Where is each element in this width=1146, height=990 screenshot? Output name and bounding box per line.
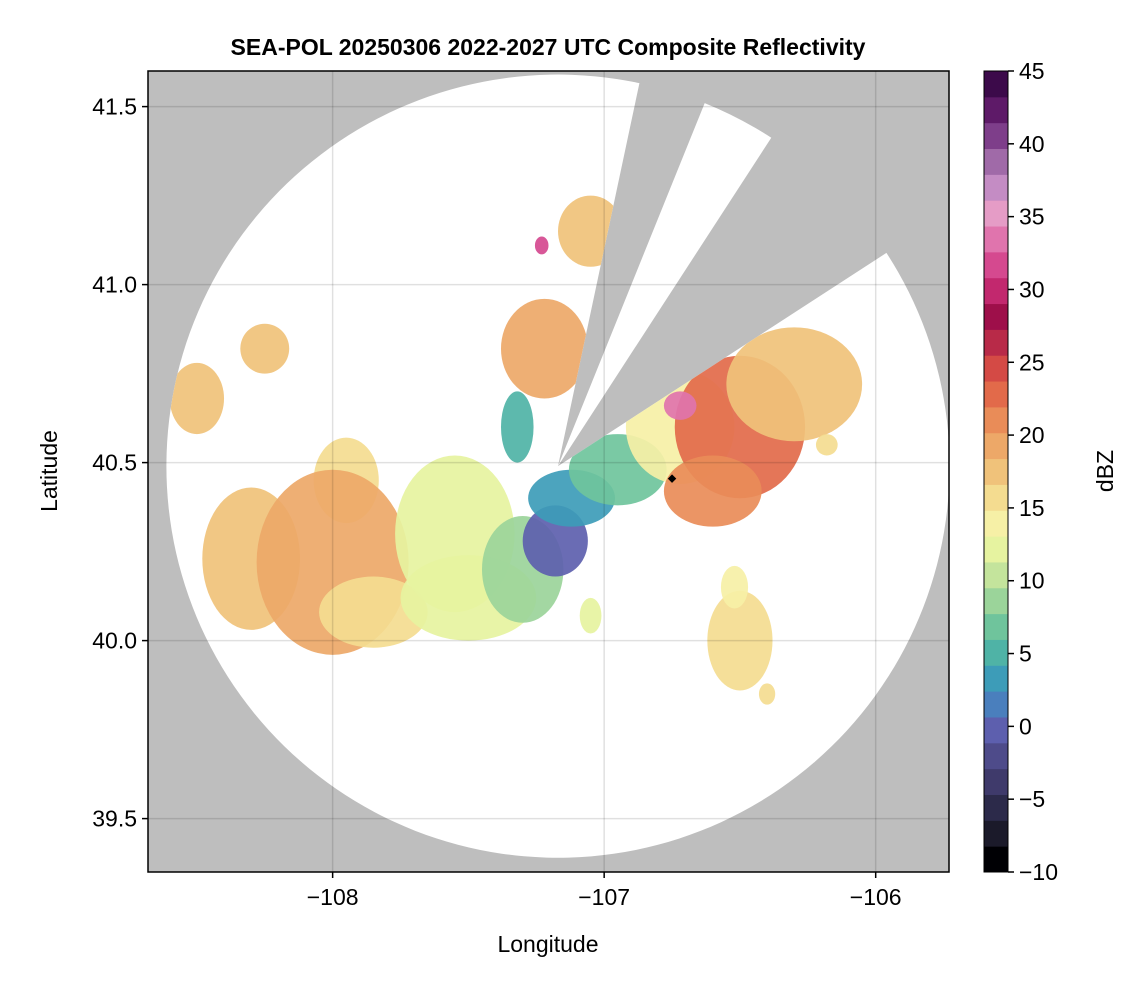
colorbar-segment — [984, 96, 1008, 124]
colorbar: −10 −5 0 5 10 15 20 25 30 35 40 45 — [983, 58, 1058, 885]
echo-region — [815, 434, 838, 456]
colorbar-tick-label: 20 — [1019, 422, 1045, 448]
x-axis: −108 −107 −106 — [307, 872, 902, 910]
colorbar-frame — [983, 70, 1009, 873]
y-axis-label: Latitude — [36, 430, 62, 512]
plot-area — [147, 70, 950, 873]
colorbar-tick-label: −5 — [1019, 786, 1045, 812]
colorbar-segment — [984, 846, 1008, 873]
colorbar-tick-label: 5 — [1019, 641, 1032, 667]
colorbar-tick-label: −10 — [1019, 859, 1058, 885]
x-tick-label: −108 — [307, 884, 359, 910]
y-tick-label: 40.0 — [92, 628, 137, 654]
colorbar-segment — [984, 277, 1008, 305]
colorbar-segment — [984, 587, 1008, 615]
colorbar-tick-label: 25 — [1019, 349, 1045, 375]
echo-region — [758, 683, 776, 705]
colorbar-segment — [984, 406, 1008, 434]
y-tick-label: 39.5 — [92, 806, 137, 832]
y-tick-label: 40.5 — [92, 450, 137, 476]
colorbar-segment — [984, 381, 1008, 408]
colorbar-segment — [984, 820, 1008, 847]
colorbar-tick-label: 35 — [1019, 204, 1045, 230]
colorbar-segment — [984, 355, 1008, 382]
echo-region — [663, 391, 697, 420]
echo-region — [500, 391, 534, 463]
echo-region — [534, 236, 549, 255]
echo-region — [579, 597, 602, 634]
colorbar-segment — [984, 148, 1008, 175]
echo-region — [319, 576, 428, 648]
colorbar-segment — [984, 665, 1008, 692]
colorbar-label: dBZ — [1092, 450, 1118, 492]
colorbar-segment — [984, 174, 1008, 201]
echo-region — [663, 455, 762, 527]
colorbar-segment — [984, 742, 1008, 770]
x-axis-label: Longitude — [497, 931, 598, 957]
colorbar-segment — [984, 536, 1008, 563]
grid-lines — [148, 71, 949, 872]
x-tick-label: −106 — [850, 884, 902, 910]
echo-region — [240, 323, 290, 374]
colorbar-segment — [984, 639, 1008, 666]
echo-region — [707, 590, 773, 691]
colorbar-segment — [984, 794, 1008, 821]
colorbar-segment — [984, 303, 1008, 330]
echo-region — [500, 298, 588, 399]
colorbar-tick-label: 30 — [1019, 276, 1045, 302]
colorbar-segment — [984, 613, 1008, 640]
radar-site-marker — [667, 474, 677, 483]
colorbar-segment — [984, 484, 1008, 511]
colorbar-tick-label: 15 — [1019, 495, 1045, 521]
colorbar-segment — [984, 510, 1008, 537]
echo-region — [726, 327, 863, 442]
colorbar-tick-label: 0 — [1019, 713, 1032, 739]
colorbar-segment — [984, 458, 1008, 485]
x-tick-label: −107 — [578, 884, 630, 910]
colorbar-segment — [984, 329, 1008, 356]
colorbar-segment — [984, 561, 1008, 589]
colorbar-segment — [984, 226, 1008, 253]
y-tick-label: 41.0 — [92, 272, 137, 298]
colorbar-segment — [984, 251, 1008, 279]
colorbar-segment — [984, 432, 1008, 460]
colorbar-segment — [984, 691, 1008, 718]
colorbar-segment — [984, 71, 1008, 98]
colorbar-segment — [984, 768, 1008, 795]
colorbar-tick-label: 45 — [1019, 58, 1045, 84]
echo-region — [720, 565, 749, 609]
colorbar-tick-label: 10 — [1019, 568, 1045, 594]
colorbar-segment — [984, 716, 1008, 744]
y-axis: 39.5 40.0 40.5 41.0 41.5 — [92, 94, 148, 832]
colorbar-tick-label: 40 — [1019, 131, 1045, 157]
plot-frame — [147, 70, 950, 873]
colorbar-segment — [984, 122, 1008, 150]
chart-title: SEA-POL 20250306 2022-2027 UTC Composite… — [231, 34, 866, 60]
y-tick-label: 41.5 — [92, 94, 137, 120]
echo-region — [169, 362, 225, 435]
colorbar-segment — [984, 200, 1008, 227]
echo-layer — [169, 195, 863, 705]
